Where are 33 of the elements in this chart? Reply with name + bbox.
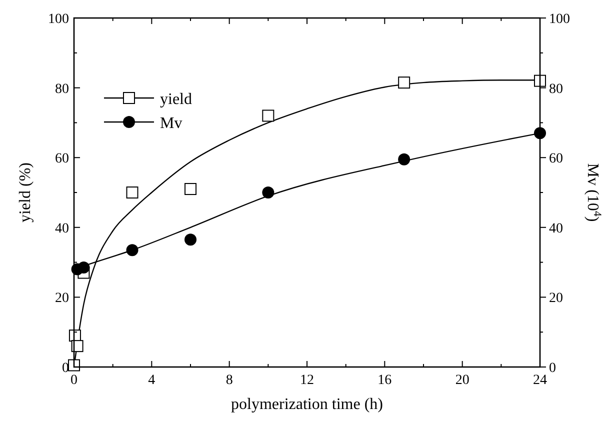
point <box>262 186 274 198</box>
point <box>184 234 196 246</box>
point <box>398 153 410 166</box>
point <box>534 74 546 87</box>
y2-tick-label: 40 <box>549 221 563 236</box>
y2-tick-label: 0 <box>549 361 556 376</box>
x-tick-label: 16 <box>378 373 392 388</box>
y-axis-title: yield (%) <box>17 162 34 222</box>
y-tick-label: 40 <box>55 221 69 236</box>
point <box>126 244 138 256</box>
legend-label: yield <box>160 91 192 108</box>
y-tick-label: 100 <box>48 12 69 27</box>
x-tick-label: 8 <box>226 373 233 388</box>
point <box>78 262 90 274</box>
point <box>71 340 84 352</box>
y2-tick-label: 60 <box>549 152 563 167</box>
x-tick-label: 24 <box>533 373 547 388</box>
y2-tick-label: 100 <box>549 12 570 27</box>
y-tick-label: 80 <box>55 82 69 97</box>
x-tick-label: 12 <box>300 373 314 388</box>
point <box>398 76 410 89</box>
point <box>126 186 138 198</box>
x-tick-label: 4 <box>148 373 156 388</box>
legend-label: Mv <box>160 115 182 132</box>
point <box>262 110 274 122</box>
y-tick-label: 20 <box>55 291 69 306</box>
point <box>184 183 196 196</box>
y2-tick-label: 20 <box>549 291 563 306</box>
y-tick-label: 60 <box>55 152 69 167</box>
point <box>68 359 80 372</box>
y2-tick-label: 80 <box>549 82 563 97</box>
x-tick-label: 20 <box>455 373 470 388</box>
x-axis-title: polymerization time (h) <box>231 396 383 413</box>
